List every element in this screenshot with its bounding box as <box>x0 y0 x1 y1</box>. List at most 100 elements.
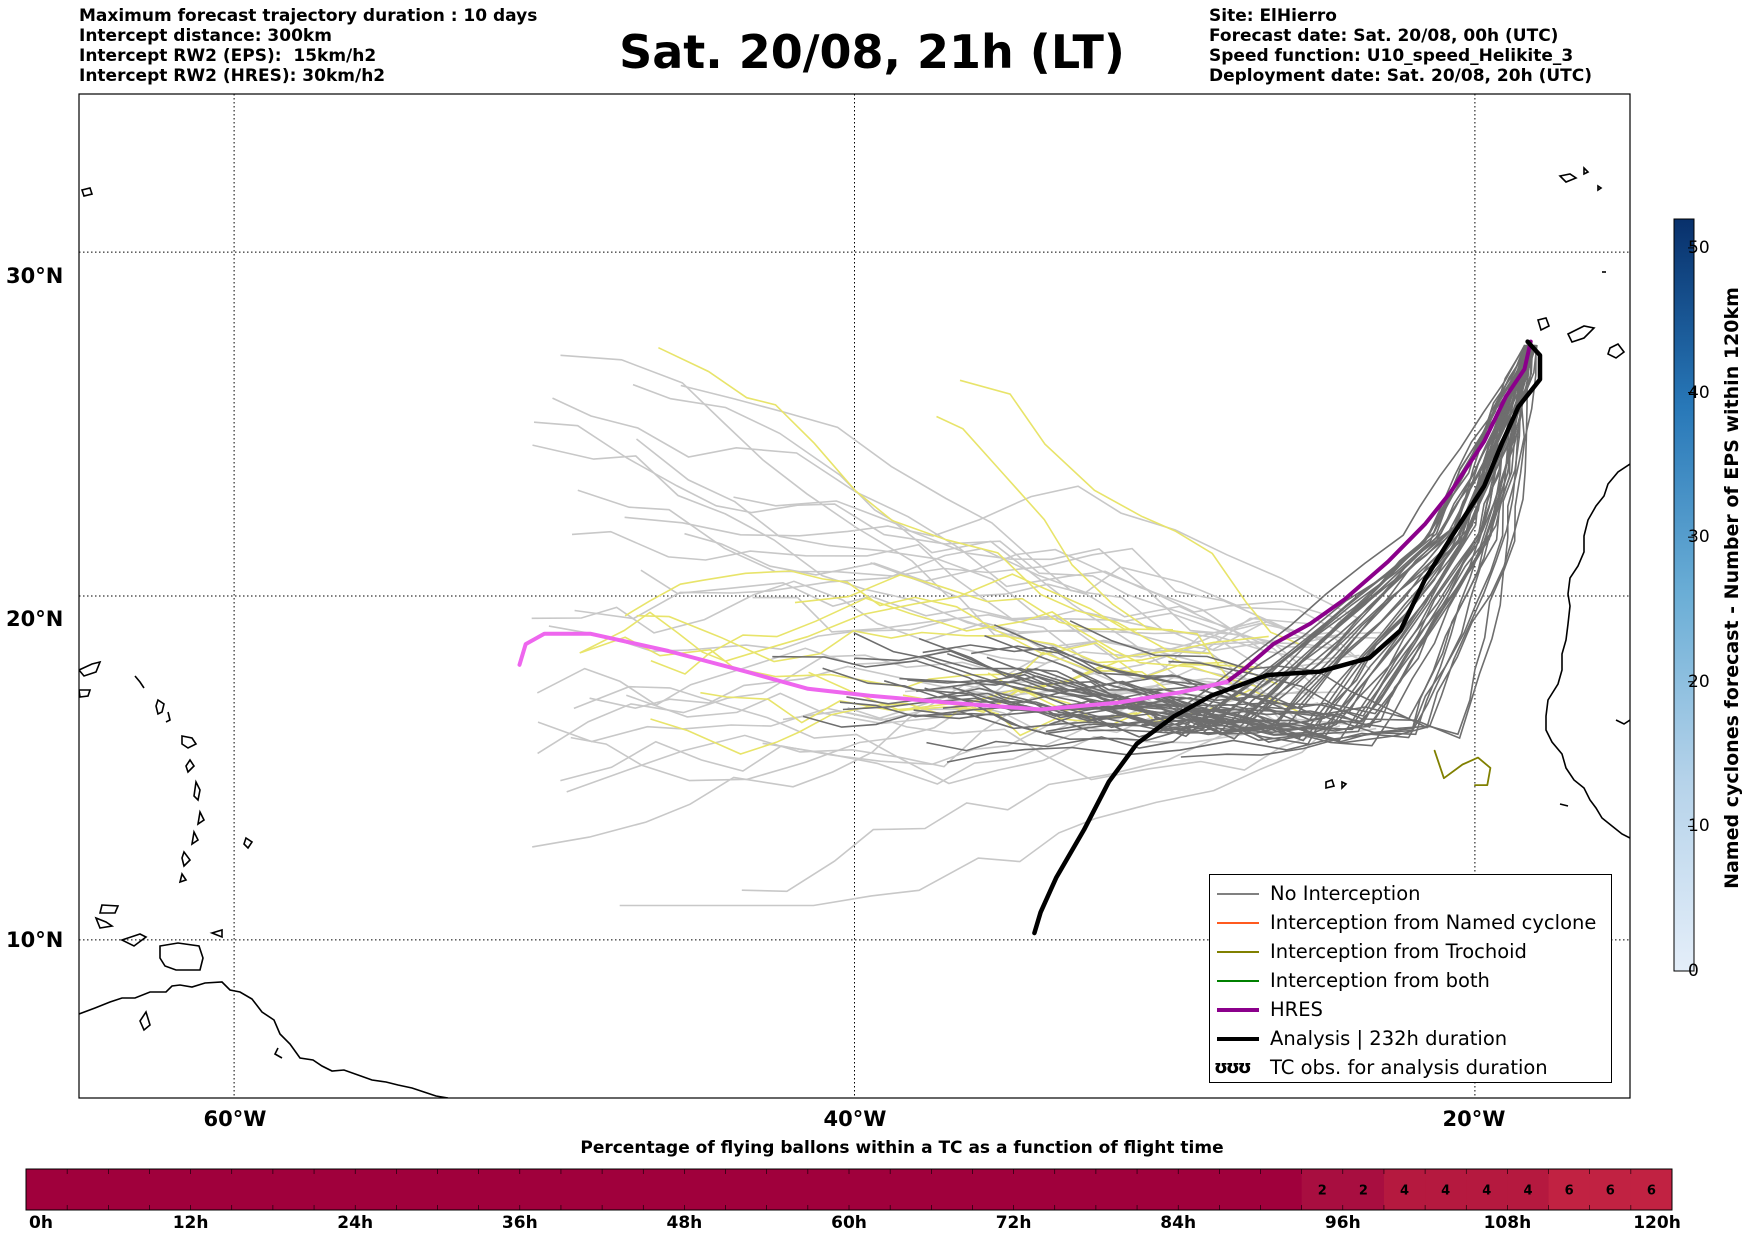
eps-trajectory <box>532 620 1261 848</box>
eps-trajectory <box>684 532 1342 621</box>
eps-trajectory <box>1069 344 1535 729</box>
eps-trajectory <box>1099 344 1529 735</box>
flight-time-cell <box>849 1169 891 1210</box>
eps-trajectory <box>794 574 1137 631</box>
eps-trajectory <box>741 719 1280 893</box>
lat-label-30: 30°N <box>6 264 64 288</box>
eps-trajectory <box>853 344 1531 735</box>
flight-time-cell <box>1630 1169 1673 1210</box>
eps-trajectory <box>942 344 1532 735</box>
legend-label: No Interception <box>1270 882 1421 905</box>
flight-time-cell <box>1301 1169 1344 1210</box>
eps-trajectory <box>1168 344 1531 715</box>
legend-item: Interception from Named cyclone <box>1210 908 1611 937</box>
eps-trajectories-no-interception <box>772 344 1538 763</box>
header-right-line: Forecast date: Sat. 20/08, 00h (UTC) <box>1209 26 1559 46</box>
header-right-line: Speed function: U10_speed_Helikite_3 <box>1209 46 1574 66</box>
flight-time-cell <box>1095 1169 1138 1210</box>
colorbar-tick-label: 30 <box>1688 527 1710 548</box>
eps-trajectory <box>680 384 1315 700</box>
flight-time-tick-label: 36h <box>501 1213 538 1233</box>
header-left-line: Intercept RW2 (EPS): 15km/h2 <box>79 46 377 66</box>
header-right-line: Deployment date: Sat. 20/08, 20h (UTC) <box>1209 66 1593 86</box>
flight-time-cell <box>931 1169 973 1210</box>
eps-trajectory <box>537 617 1313 755</box>
flight-time-tick-label: 108h <box>1483 1213 1532 1233</box>
eps-trajectory <box>924 344 1532 734</box>
eps-trajectory <box>1045 344 1526 745</box>
legend-item: Interception from Trochoid <box>1210 937 1611 966</box>
eps-trajectory <box>847 707 1341 781</box>
flight-time-cell-value: 4 <box>1482 1184 1491 1199</box>
colorbar-title-text: Named cyclones forecast - Number of EPS … <box>1721 287 1743 889</box>
legend-swatch <box>1217 922 1259 924</box>
flight-time-cell <box>1507 1169 1550 1210</box>
eps-trajectory <box>636 614 1279 686</box>
lon-label-20w: 20°W <box>1442 1107 1506 1131</box>
eps-trajectory <box>571 530 1371 671</box>
flight-time-cell <box>478 1169 521 1210</box>
eps-trajectory <box>822 344 1529 724</box>
flight-time-cell <box>1178 1169 1220 1210</box>
eps-trajectory <box>532 444 1263 716</box>
flight-time-tick-label: 120h <box>1633 1213 1681 1233</box>
colorbar-tick-label: 0 <box>1688 961 1699 981</box>
flight-time-cell <box>396 1169 438 1210</box>
flight-time-cell <box>149 1169 192 1210</box>
flight-time-cell-value: 4 <box>1400 1184 1409 1199</box>
header-left-info: Maximum forecast trajectory duration : 1… <box>79 6 537 86</box>
flight-time-tick-label: 60h <box>831 1213 867 1233</box>
flight-time-tick-label: 0h <box>29 1213 53 1233</box>
eps-trajectory <box>839 344 1526 730</box>
flight-time-cell <box>231 1169 274 1210</box>
flight-time-cell <box>684 1169 727 1210</box>
eps-trajectory <box>632 383 1340 649</box>
flight-time-cell <box>1137 1169 1179 1210</box>
flight-time-cell <box>108 1169 150 1210</box>
eps-trajectory <box>870 561 1360 661</box>
legend-swatch <box>1217 951 1259 953</box>
legend-label: HRES <box>1270 998 1323 1021</box>
eps-trajectory <box>936 415 1233 685</box>
legend-label: Interception from Trochoid <box>1270 940 1527 963</box>
flight-time-cell <box>807 1169 850 1210</box>
lat-label-10: 10°N <box>6 928 64 952</box>
legend-label: TC obs. for analysis duration <box>1270 1056 1548 1079</box>
trajectory-hres-continued- <box>517 631 1229 712</box>
eps-trajectory <box>1088 344 1528 742</box>
eps-trajectory <box>640 569 1348 725</box>
header-left-line: Intercept RW2 (HRES): 30km/h2 <box>79 66 386 86</box>
legend: No Interception Interception from Named … <box>1209 874 1612 1083</box>
flight-time-tick-label: 48h <box>666 1213 703 1233</box>
colorbar-tick-label: 40 <box>1688 382 1710 403</box>
flight-time-tick-label: 24h <box>337 1213 374 1233</box>
legend-swatch <box>1217 1037 1259 1041</box>
flight-time-cell-value: 6 <box>1606 1184 1615 1199</box>
legend-item: HRES <box>1210 995 1611 1024</box>
flight-time-cell <box>766 1169 809 1210</box>
legend-swatch <box>1217 893 1259 895</box>
eps-trajectory <box>650 688 1138 755</box>
eps-trajectory <box>560 354 1376 639</box>
eps-trajectory <box>650 597 1263 689</box>
flight-time-cell <box>1383 1169 1426 1210</box>
flight-time-cell <box>1589 1169 1632 1210</box>
eps-trajectory <box>1049 344 1533 742</box>
flight-time-cell <box>1342 1169 1385 1210</box>
flight-time-cell <box>1466 1169 1508 1210</box>
flight-time-cell <box>314 1169 356 1210</box>
header-left-line: Maximum forecast trajectory duration : 1… <box>79 6 538 26</box>
coastlines <box>79 166 1630 1098</box>
lon-label-60w: 60°W <box>203 1107 267 1131</box>
flight-time-cell-value: 6 <box>1565 1184 1574 1199</box>
eps-trajectory <box>636 438 1320 681</box>
flight-time-bar-title: Percentage of flying ballons within a TC… <box>580 1138 1224 1158</box>
flight-time-cell <box>1013 1169 1056 1210</box>
flight-time-cell <box>972 1169 1015 1210</box>
eps-trajectory <box>959 379 1301 645</box>
flight-time-tick-label: 12h <box>172 1213 209 1233</box>
legend-label: Interception from Named cyclone <box>1270 911 1597 934</box>
colorbar-tick-label: 10 <box>1688 816 1710 837</box>
header-right-line: Site: ElHierro <box>1209 6 1337 26</box>
